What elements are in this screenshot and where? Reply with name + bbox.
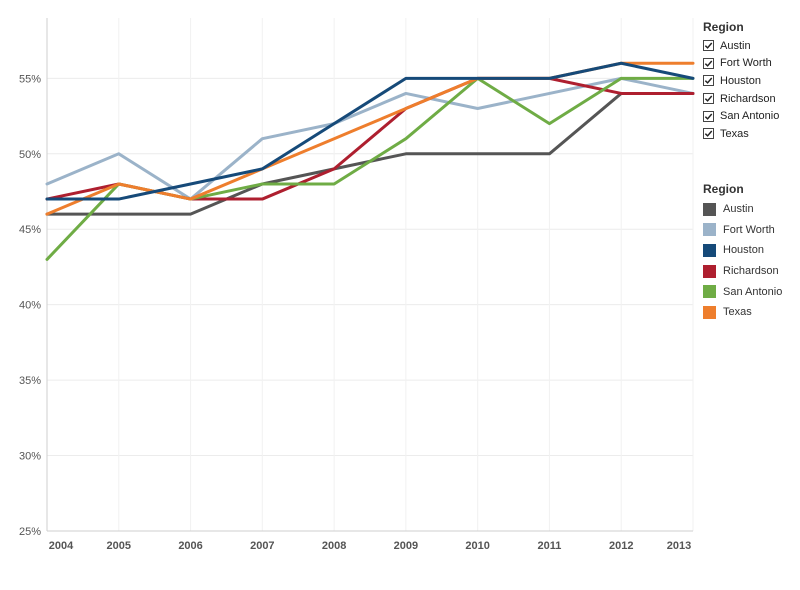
color-legend-label: Fort Worth bbox=[723, 223, 775, 236]
y-tick-label: 40% bbox=[19, 300, 41, 312]
y-tick-label: 55% bbox=[19, 73, 41, 85]
y-tick-label: 45% bbox=[19, 224, 41, 236]
legend-swatch bbox=[703, 305, 716, 319]
series-line-houston bbox=[45, 61, 695, 201]
filter-item-texas[interactable]: Texas bbox=[703, 125, 798, 143]
filter-item-label: Fort Worth bbox=[720, 57, 772, 70]
x-tick-label: 2009 bbox=[394, 540, 418, 552]
color-legend-title: Region bbox=[703, 182, 744, 196]
x-tick-label: 2012 bbox=[609, 540, 633, 552]
color-legend-item-richardson: Richardson bbox=[703, 261, 798, 282]
legend-swatch bbox=[703, 285, 716, 299]
checkbox-checked-icon[interactable] bbox=[703, 75, 714, 87]
checkbox-checked-icon[interactable] bbox=[703, 40, 714, 52]
x-tick-label: 2006 bbox=[178, 540, 202, 552]
x-tick-label: 2007 bbox=[250, 540, 274, 552]
region-color-legend: Region Austin Fort Worth Houston Richardson… bbox=[703, 182, 798, 323]
filter-item-label: Texas bbox=[720, 127, 749, 140]
color-legend-label: Texas bbox=[723, 306, 752, 319]
checkbox-checked-icon[interactable] bbox=[703, 110, 714, 122]
filter-legend-title: Region bbox=[703, 20, 744, 34]
region-filter-legend: Region Austin Fort Worth Houston Richardson… bbox=[703, 20, 798, 143]
color-legend-item-fort-worth: Fort Worth bbox=[703, 220, 798, 241]
x-tick-label: 2008 bbox=[322, 540, 346, 552]
color-legend-label: Richardson bbox=[723, 265, 779, 278]
checkbox-checked-icon[interactable] bbox=[703, 93, 714, 105]
color-legend-item-texas: Texas bbox=[703, 302, 798, 323]
filter-item-san-antonio[interactable]: San Antonio bbox=[703, 107, 798, 125]
filter-item-label: Richardson bbox=[720, 92, 776, 105]
filter-item-label: Houston bbox=[720, 74, 761, 87]
y-tick-label: 25% bbox=[19, 526, 41, 538]
y-tick-label: 50% bbox=[19, 149, 41, 161]
legend-swatch bbox=[703, 202, 716, 216]
series-line-richardson bbox=[45, 76, 695, 201]
filter-item-label: Austin bbox=[720, 39, 751, 52]
filter-item-houston[interactable]: Houston bbox=[703, 72, 798, 90]
filter-item-richardson[interactable]: Richardson bbox=[703, 90, 798, 108]
filter-item-fort-worth[interactable]: Fort Worth bbox=[703, 55, 798, 73]
color-legend-label: Houston bbox=[723, 244, 764, 257]
color-legend-item-houston: Houston bbox=[703, 240, 798, 261]
x-tick-label: 2004 bbox=[49, 540, 74, 552]
color-legend-item-san-antonio: San Antonio bbox=[703, 281, 798, 302]
checkbox-checked-icon[interactable] bbox=[703, 128, 714, 140]
y-tick-label: 35% bbox=[19, 375, 41, 387]
color-legend-item-austin: Austin bbox=[703, 199, 798, 220]
color-legend-label: San Antonio bbox=[723, 285, 783, 298]
checkbox-checked-icon[interactable] bbox=[703, 57, 714, 69]
line-chart: 25% 30% 35% 40% 45% 50% 55% 2004 2005 2006 2007 200… bbox=[19, 18, 695, 552]
x-tick-label: 2005 bbox=[107, 540, 131, 552]
color-legend-label: Austin bbox=[723, 203, 754, 216]
legend-swatch bbox=[703, 264, 716, 278]
x-tick-label: 2011 bbox=[538, 540, 562, 552]
filter-item-label: San Antonio bbox=[720, 110, 780, 123]
legend-swatch bbox=[703, 223, 716, 237]
legend-swatch bbox=[703, 243, 716, 257]
y-tick-label: 30% bbox=[19, 451, 41, 463]
x-tick-label: 2013 bbox=[667, 540, 691, 552]
x-tick-label: 2010 bbox=[465, 540, 489, 552]
filter-item-austin[interactable]: Austin bbox=[703, 37, 798, 55]
